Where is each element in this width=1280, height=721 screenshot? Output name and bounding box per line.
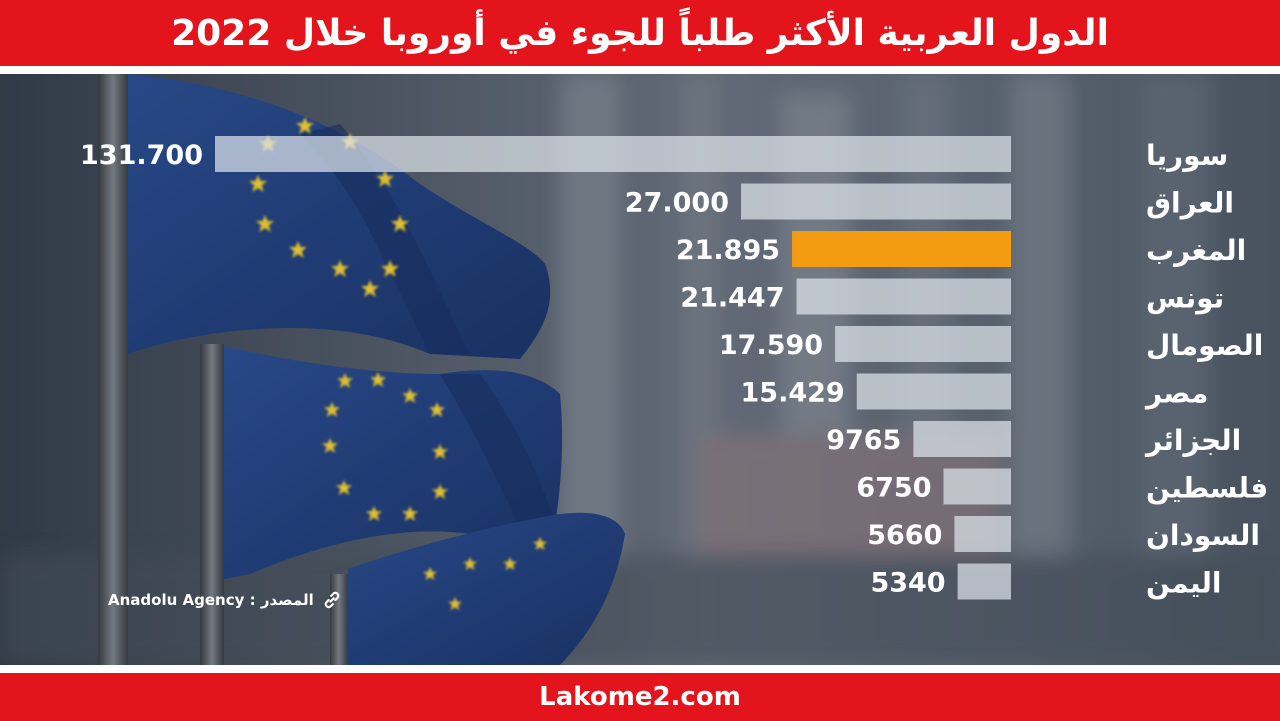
bar xyxy=(943,468,1011,505)
site-name: Lakome2.com xyxy=(539,682,741,712)
header-divider xyxy=(0,66,1280,74)
category-label: السودان xyxy=(1146,519,1260,552)
category-label: فلسطين xyxy=(1146,472,1268,505)
chart-title: الدول العربية الأكثر طلباً للجوء في أورو… xyxy=(171,12,1109,54)
category-label: سوريا xyxy=(1146,139,1228,172)
bar xyxy=(954,516,1011,552)
footer-bar: Lakome2.com xyxy=(0,673,1280,721)
bar-value-label: 15.429 xyxy=(741,378,845,409)
source-text: Anadolu Agency : المصدر xyxy=(108,591,314,609)
category-label: اليمن xyxy=(1146,567,1222,600)
category-label: مصر xyxy=(1144,377,1208,410)
bar-value-label: 27.000 xyxy=(625,188,729,219)
header-bar: الدول العربية الأكثر طلباً للجوء في أورو… xyxy=(0,0,1280,66)
bar-value-label: 6750 xyxy=(856,473,931,504)
bar xyxy=(913,421,1011,457)
category-label: المغرب xyxy=(1146,234,1246,267)
bar-value-label: 5340 xyxy=(870,568,945,599)
category-label: تونس xyxy=(1146,282,1224,315)
link-icon xyxy=(324,591,340,609)
category-label: الجزائر xyxy=(1144,424,1241,457)
bar xyxy=(856,373,1011,410)
bar xyxy=(792,231,1011,267)
bar xyxy=(741,183,1011,220)
bar xyxy=(215,136,1011,172)
category-label: الصومال xyxy=(1146,329,1263,362)
category-label: العراق xyxy=(1146,187,1234,220)
bar-value-label: 131.700 xyxy=(80,140,203,171)
bar xyxy=(957,563,1011,600)
bar-value-label: 5660 xyxy=(867,520,942,551)
bar xyxy=(835,326,1011,362)
source-credit: Anadolu Agency : المصدر xyxy=(108,590,342,610)
bar xyxy=(796,278,1011,315)
background-photo: 131.700 سوريا 27.000 العراق 21.895 المغرب 21.4… xyxy=(0,74,1280,665)
bar-value-label: 17.590 xyxy=(719,330,823,361)
bar-value-label: 21.895 xyxy=(676,235,780,266)
bar-chart: 131.700 سوريا 27.000 العراق 21.895 المغرب 21.4… xyxy=(80,136,1268,600)
footer-divider xyxy=(0,665,1280,673)
bar-value-label: 21.447 xyxy=(680,283,784,314)
bar-value-label: 9765 xyxy=(826,425,901,456)
